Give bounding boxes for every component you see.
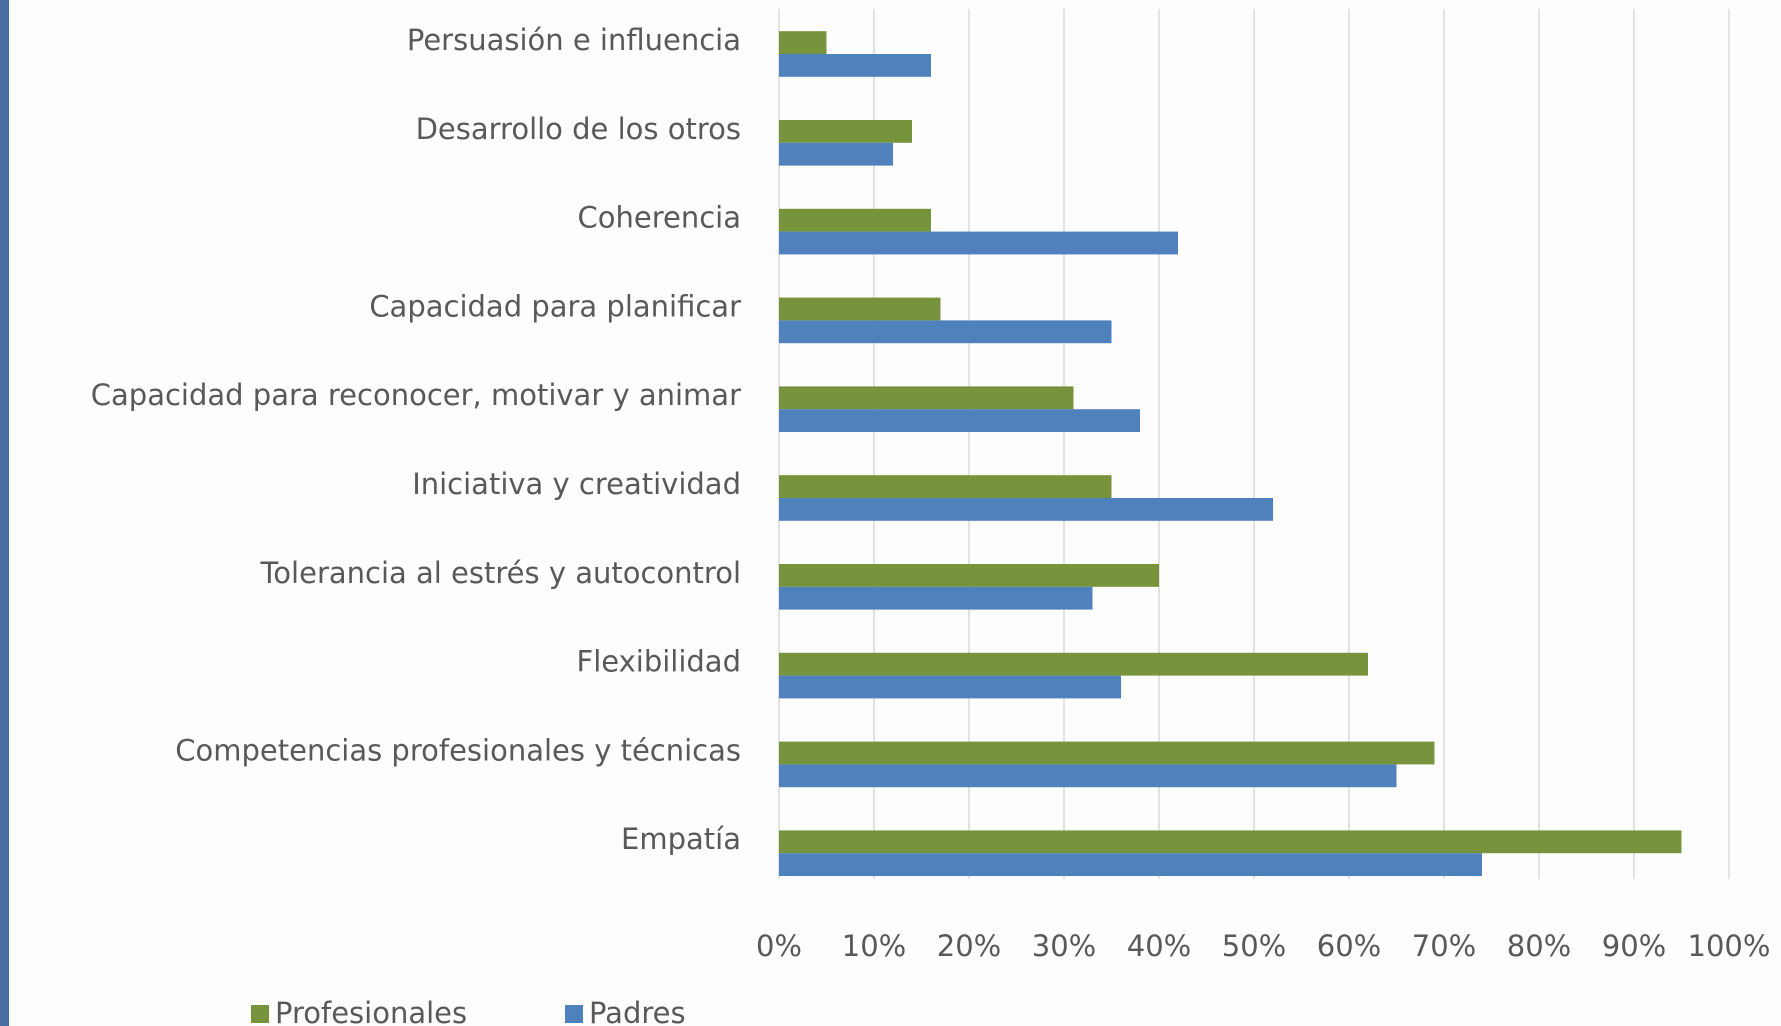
x-tick-label: 80% xyxy=(1507,929,1571,963)
bar xyxy=(779,564,1159,587)
x-tick-label: 0% xyxy=(756,929,802,963)
y-tick-label: Persuasión e influencia xyxy=(407,23,741,57)
legend-swatch xyxy=(565,1005,583,1023)
bar xyxy=(779,652,1368,676)
y-tick-label: Coherencia xyxy=(578,201,742,235)
y-tick-label: Flexibilidad xyxy=(577,645,741,679)
bar xyxy=(779,31,827,54)
bar xyxy=(779,853,1482,876)
bar xyxy=(779,208,931,232)
bar xyxy=(779,297,941,321)
bar xyxy=(779,475,1112,498)
bar xyxy=(779,675,1121,699)
bar xyxy=(779,830,1682,854)
bar xyxy=(779,498,1273,521)
left-stripe xyxy=(0,0,9,1026)
legend-swatch xyxy=(251,1005,269,1023)
bar xyxy=(779,386,1074,410)
y-tick-label: Capacidad para reconocer, motivar y anim… xyxy=(91,378,741,412)
x-tick-label: 10% xyxy=(842,929,906,963)
x-tick-label: 60% xyxy=(1317,929,1381,963)
bar xyxy=(779,120,912,143)
bar xyxy=(779,320,1112,344)
bar xyxy=(779,231,1178,255)
y-tick-label: Iniciativa y creatividad xyxy=(412,467,741,501)
bar xyxy=(779,586,1093,610)
x-tick-label: 70% xyxy=(1412,929,1476,963)
bar xyxy=(779,764,1397,788)
y-tick-label: Desarrollo de los otros xyxy=(416,112,741,146)
y-tick-label: Competencias profesionales y técnicas xyxy=(175,733,741,767)
y-tick-label: Tolerancia al estrés y autocontrol xyxy=(260,556,741,590)
legend-label: Padres xyxy=(589,996,686,1026)
x-tick-label: 40% xyxy=(1127,929,1191,963)
bar xyxy=(779,741,1435,765)
y-tick-label: Empatía xyxy=(621,822,741,856)
x-tick-label: 100% xyxy=(1688,929,1771,963)
y-tick-label: Capacidad para planificar xyxy=(369,289,741,323)
legend-label: Profesionales xyxy=(275,996,467,1026)
x-tick-label: 30% xyxy=(1032,929,1096,963)
x-tick-label: 20% xyxy=(937,929,1001,963)
x-tick-label: 50% xyxy=(1222,929,1286,963)
bar xyxy=(779,54,931,77)
bar xyxy=(779,409,1140,432)
x-tick-label: 90% xyxy=(1602,929,1666,963)
bar xyxy=(779,142,893,166)
